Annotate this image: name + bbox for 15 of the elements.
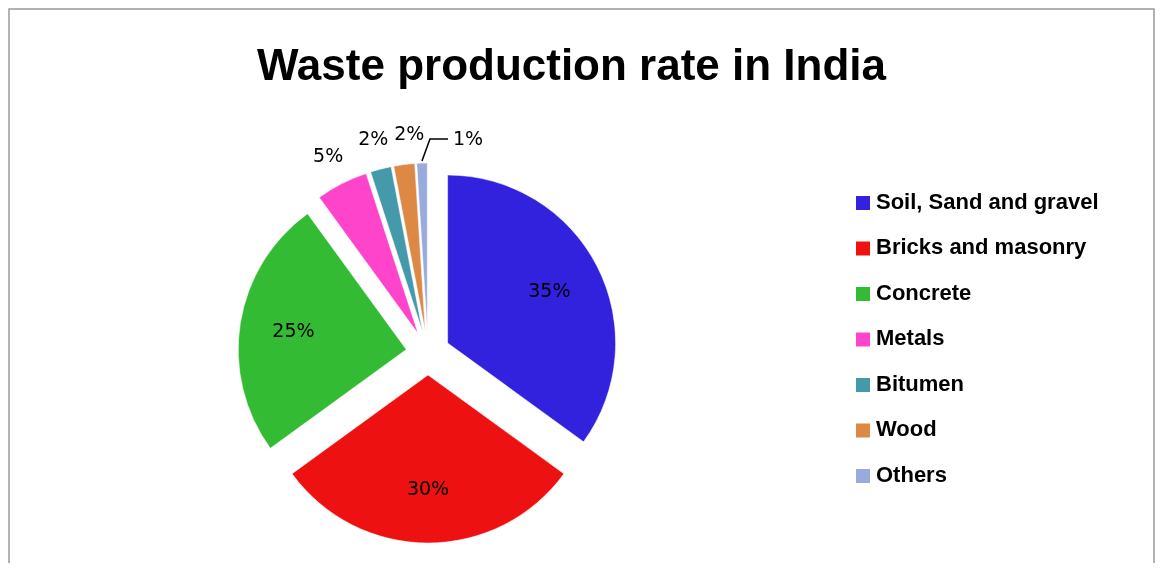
legend-label: Wood: [876, 416, 937, 442]
data-label: 35%: [528, 278, 571, 301]
data-label: 1%: [452, 126, 484, 149]
legend-label: Others: [876, 461, 947, 487]
data-label: 2%: [358, 127, 389, 150]
data-label: 25%: [272, 319, 315, 342]
data-label: 5%: [313, 144, 344, 167]
data-label: 2%: [394, 122, 425, 145]
legend-label: Bitumen: [876, 370, 964, 396]
data-label: 30%: [406, 476, 450, 499]
legend-label: Metals: [876, 325, 945, 351]
legend-label: Concrete: [876, 279, 972, 305]
chart-title: Waste production rate in India: [256, 40, 887, 89]
legend-label: Soil, Sand and gravel: [876, 188, 1099, 214]
legend-label: Bricks and masonry: [876, 234, 1088, 260]
